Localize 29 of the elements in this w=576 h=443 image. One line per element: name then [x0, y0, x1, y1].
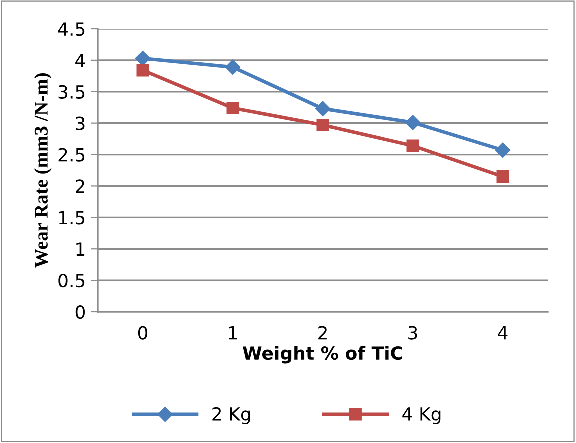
y-tick-label: 4.5: [58, 22, 85, 36]
y-tick-label: 1.5: [59, 211, 85, 225]
y-tick-label: 4: [76, 54, 86, 68]
point: [405, 115, 421, 130]
point: [316, 118, 330, 132]
y-tick-label: 0.5: [58, 274, 85, 288]
y-tick-label: 1: [76, 242, 85, 256]
point: [226, 102, 240, 114]
point: [136, 64, 150, 77]
x-axis-title: Weight % of TiC: [243, 346, 402, 364]
legend-label: 2 Kg: [212, 407, 250, 425]
x-tick-label: 1: [229, 326, 238, 340]
x-tick-label: 4: [498, 326, 508, 340]
x-tick-label: 3: [408, 326, 418, 340]
y-tick-label: 3.5: [58, 85, 85, 100]
point: [135, 50, 151, 66]
y-tick-label: 3: [76, 116, 85, 130]
point: [496, 170, 510, 184]
x-tick-label: 0: [138, 326, 148, 340]
point: [406, 140, 420, 152]
y-tick-label: 2.5: [58, 148, 85, 162]
legend-label: 4 Kg: [402, 408, 441, 425]
x-tick-label: 2: [318, 326, 327, 340]
y-tick-label: 0: [76, 305, 85, 320]
point: [495, 142, 511, 158]
y-tick-label: 2: [76, 180, 84, 194]
point: [225, 60, 241, 75]
y-axis-title: Wear Rate (mm3 /N-m): [34, 74, 52, 268]
point: [315, 101, 331, 116]
